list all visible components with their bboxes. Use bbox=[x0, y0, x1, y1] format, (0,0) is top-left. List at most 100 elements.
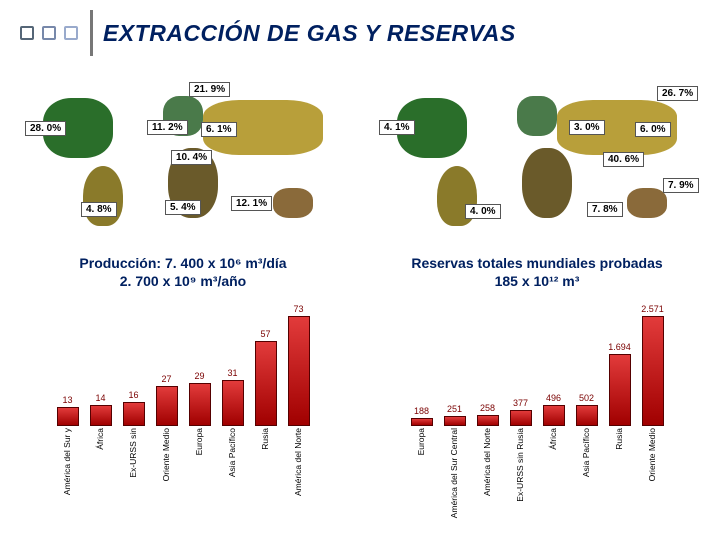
bar-rect bbox=[411, 418, 433, 426]
bar-value: 502 bbox=[579, 393, 594, 403]
map-percent-label: 6. 1% bbox=[201, 122, 237, 137]
bar-label: América del Sur y bbox=[61, 428, 75, 486]
map-percent-label: 11. 2% bbox=[147, 120, 188, 135]
bar-label: Europa bbox=[193, 428, 207, 486]
caption-line: 2. 700 x 10⁹ m³/año bbox=[8, 272, 358, 290]
bar-label: América del Norte bbox=[292, 428, 306, 486]
bar-rect bbox=[510, 410, 532, 426]
bar-label: África bbox=[547, 428, 561, 486]
bar: 377 Ex-URSS sin Rusia bbox=[506, 398, 536, 486]
bar-label: Oriente Medio bbox=[160, 428, 174, 486]
bar: 57 Rusia bbox=[251, 329, 281, 487]
bar-rect bbox=[609, 354, 631, 426]
bar: 16 Ex-URSS sin bbox=[119, 390, 149, 486]
bar-label: Europa bbox=[415, 428, 429, 486]
bullet-icon bbox=[64, 26, 78, 40]
charts-row: 13 América del Sur y 14 África 16 Ex-URSS sin… bbox=[0, 296, 720, 486]
bar-value: 2.571 bbox=[641, 304, 664, 314]
map-percent-label: 3. 0% bbox=[569, 120, 605, 135]
bar: 502 Asia Pacífico bbox=[572, 393, 602, 486]
bar-rect bbox=[189, 383, 211, 427]
map-reserves: 26. 7% 4. 1% 3. 0% 6. 0% 40. 6% 4. 0% 7. 8% 7. … bbox=[367, 78, 707, 248]
bar-rect bbox=[123, 402, 145, 426]
bar-value: 496 bbox=[546, 393, 561, 403]
bar-rect bbox=[156, 386, 178, 427]
map-percent-label: 6. 0% bbox=[635, 122, 671, 137]
bar-value: 13 bbox=[62, 395, 72, 405]
bar-value: 16 bbox=[128, 390, 138, 400]
map-percent-label: 26. 7% bbox=[657, 86, 698, 101]
bar-value: 377 bbox=[513, 398, 528, 408]
caption-production: Producción: 7. 400 x 10⁶ m³/día 2. 700 x… bbox=[8, 254, 358, 290]
bar-rect bbox=[576, 405, 598, 426]
bar-chart-reserves: 188 Europa 251 América del Sur Central 258 Am… bbox=[407, 296, 668, 486]
bar-label: África bbox=[94, 428, 108, 486]
map-production: 21. 9% 28. 0% 11. 2% 6. 1% 10. 4% 4. 8% 5. 4% 1… bbox=[13, 78, 353, 248]
header: EXTRACCIÓN DE GAS Y RESERVAS bbox=[0, 0, 720, 60]
bar: 73América del Norte bbox=[284, 304, 314, 486]
bullet-icon bbox=[42, 26, 56, 40]
bullet-icon bbox=[20, 26, 34, 40]
captions-row: Producción: 7. 400 x 10⁶ m³/día 2. 700 x… bbox=[0, 254, 720, 290]
map-percent-label: 21. 9% bbox=[189, 82, 230, 97]
caption-line: Reservas totales mundiales probadas bbox=[362, 254, 712, 272]
bar-rect bbox=[90, 405, 112, 426]
bar-label: Rusia bbox=[259, 428, 273, 486]
bar: 27 Oriente Medio bbox=[152, 374, 182, 487]
bar: 188 Europa bbox=[407, 406, 437, 486]
bar-rect bbox=[288, 316, 310, 426]
bar-rect bbox=[57, 407, 79, 427]
bar-label: Ex-URSS sin bbox=[127, 428, 141, 486]
bar: 31 Asia Pacífico bbox=[218, 368, 248, 487]
map-percent-label: 4. 1% bbox=[379, 120, 415, 135]
bar-label: Asia Pacífico bbox=[580, 428, 594, 486]
bar: 1.694 Rusia bbox=[605, 342, 635, 486]
bar-rect bbox=[444, 416, 466, 427]
bar: 13 América del Sur y bbox=[53, 395, 83, 487]
bar-value: 188 bbox=[414, 406, 429, 416]
bar-rect bbox=[477, 415, 499, 426]
header-divider bbox=[90, 10, 93, 56]
bar-label: América del Norte bbox=[481, 428, 495, 486]
bar-chart-production: 13 América del Sur y 14 África 16 Ex-URSS sin… bbox=[53, 296, 314, 486]
bar-value: 14 bbox=[95, 393, 105, 403]
bar-value: 27 bbox=[161, 374, 171, 384]
bar-value: 1.694 bbox=[608, 342, 631, 352]
map-percent-label: 10. 4% bbox=[171, 150, 212, 165]
caption-reserves: Reservas totales mundiales probadas 185 … bbox=[362, 254, 712, 290]
bar-value: 57 bbox=[260, 329, 270, 339]
map-percent-label: 12. 1% bbox=[231, 196, 272, 211]
map-percent-label: 5. 4% bbox=[165, 200, 201, 215]
bar-value: 29 bbox=[194, 371, 204, 381]
bar-value: 258 bbox=[480, 403, 495, 413]
bar: 2.571 Oriente Medio bbox=[638, 304, 668, 486]
map-percent-label: 4. 0% bbox=[465, 204, 501, 219]
map-percent-label: 28. 0% bbox=[25, 121, 66, 136]
caption-line: Producción: 7. 400 x 10⁶ m³/día bbox=[8, 254, 358, 272]
caption-line: 185 x 10¹² m³ bbox=[362, 272, 712, 290]
map-percent-label: 40. 6% bbox=[603, 152, 644, 167]
maps-row: 21. 9% 28. 0% 11. 2% 6. 1% 10. 4% 4. 8% 5. 4% 1… bbox=[0, 78, 720, 248]
bar: 29 Europa bbox=[185, 371, 215, 487]
map-percent-label: 7. 8% bbox=[587, 202, 623, 217]
bar-rect bbox=[255, 341, 277, 427]
bar-label: América del Sur Central bbox=[448, 428, 462, 486]
bar-rect bbox=[642, 316, 664, 426]
bar-label: Ex-URSS sin Rusia bbox=[514, 428, 528, 486]
bar-value: 31 bbox=[227, 368, 237, 378]
bar-value: 251 bbox=[447, 404, 462, 414]
bar-label: Asia Pacífico bbox=[226, 428, 240, 486]
header-bullets bbox=[20, 26, 78, 40]
map-percent-label: 4. 8% bbox=[81, 202, 117, 217]
map-percent-label: 7. 9% bbox=[663, 178, 699, 193]
page-title: EXTRACCIÓN DE GAS Y RESERVAS bbox=[103, 20, 516, 47]
bar-rect bbox=[543, 405, 565, 426]
bar-rect bbox=[222, 380, 244, 427]
bar-label: Oriente Medio bbox=[646, 428, 660, 486]
world-map-icon bbox=[367, 78, 707, 248]
bar: 251 América del Sur Central bbox=[440, 404, 470, 487]
bar-label: Rusia bbox=[613, 428, 627, 486]
bar: 496 África bbox=[539, 393, 569, 486]
bar: 258 América del Norte bbox=[473, 403, 503, 486]
bar: 14 África bbox=[86, 393, 116, 486]
